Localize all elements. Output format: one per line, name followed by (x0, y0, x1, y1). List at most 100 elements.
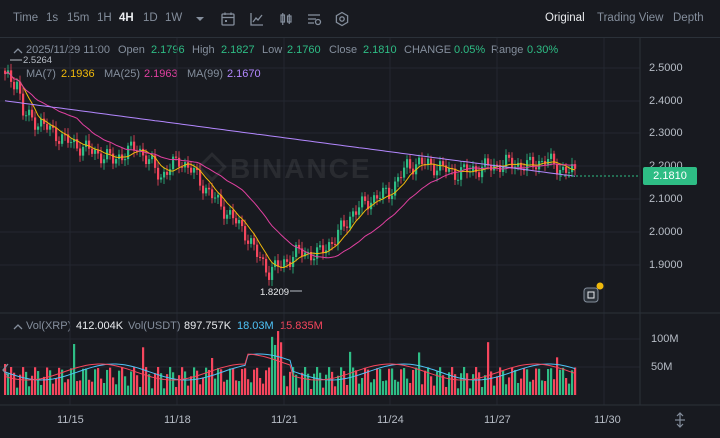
timeframe-time[interactable]: Time (13, 12, 39, 24)
view-trading-view[interactable]: Trading View (597, 12, 664, 24)
candle-body (343, 220, 346, 227)
candle-body (541, 160, 544, 162)
high-label: High (192, 44, 215, 56)
candle-body (262, 257, 265, 259)
volume-bar (517, 382, 520, 395)
volume-bar (253, 369, 256, 395)
timeframe-1h[interactable]: 1H (97, 12, 112, 24)
candle-body (277, 260, 280, 267)
volume-bar (475, 367, 478, 395)
volume-bar (142, 347, 145, 395)
price-axis-label: 2.3000 (649, 127, 683, 139)
alert-icon (583, 282, 604, 303)
volume-bar (31, 375, 34, 395)
moving-averages (4, 71, 576, 381)
volume-bar (106, 369, 109, 395)
volume-bar (289, 371, 292, 395)
collapse-volume-icon[interactable] (13, 323, 23, 331)
candle-body (145, 155, 148, 165)
candle-body (91, 148, 94, 154)
volume-bar (208, 369, 211, 395)
ma7-value: 2.1936 (61, 68, 95, 80)
ma25-line (4, 71, 576, 259)
candle-body (70, 142, 73, 144)
volume-bar (103, 382, 106, 395)
date-axis-label: 11/30 (594, 414, 621, 426)
candle-body (430, 158, 433, 165)
view-depth[interactable]: Depth (673, 12, 704, 24)
volume-bar (307, 373, 310, 395)
timeframe-1d[interactable]: 1D (143, 12, 158, 24)
candle-body (445, 165, 448, 172)
volume-bar (160, 373, 163, 395)
candle-body (316, 247, 319, 259)
candle-body (154, 155, 157, 168)
timeframe-4h[interactable]: 4H (119, 12, 134, 24)
open-value: 2.1796 (151, 44, 185, 56)
volume-bar (502, 370, 505, 395)
volume-bar (61, 369, 64, 395)
candle-body (556, 164, 559, 175)
volume-bar (34, 367, 37, 395)
candle-body (247, 240, 250, 244)
candle-body (433, 164, 436, 176)
calendar-icon[interactable] (220, 11, 236, 27)
candle-body (283, 259, 286, 267)
volume-bar (457, 388, 460, 395)
volume-bar (286, 386, 289, 395)
volume-info: Vol(XRP) 412.004K Vol(USDT) 897.757K 18.… (0, 320, 660, 336)
volume-bar (409, 382, 412, 395)
collapse-icon[interactable] (13, 47, 23, 55)
candle-body (508, 154, 511, 158)
view-original[interactable]: Original (545, 12, 585, 24)
ma99-line (4, 100, 576, 177)
candle-body (274, 260, 277, 267)
candle-body (475, 166, 478, 173)
volume-bar (280, 342, 283, 395)
volume-bar (361, 377, 364, 395)
volume-bar (508, 377, 511, 395)
volume-bar (391, 368, 394, 395)
candles-icon[interactable] (278, 11, 294, 27)
settings-icon[interactable] (334, 11, 350, 27)
volume-bar (145, 367, 148, 395)
chevron-down-icon[interactable] (192, 11, 208, 27)
vol-usdt-label: Vol(USDT) (128, 320, 181, 332)
candle-body (226, 214, 229, 219)
timeframe-1s[interactable]: 1s (46, 12, 59, 24)
candle-body (349, 216, 352, 228)
candle-body (250, 238, 253, 244)
candle-body (550, 153, 553, 159)
candle-body (400, 177, 403, 179)
ma-info: MA(7) 2.1936 MA(25) 2.1963 MA(99) 2.1670 (0, 68, 660, 84)
volume-ma1-line (4, 353, 576, 381)
candle-body (139, 148, 142, 152)
candle-body (211, 189, 214, 199)
candle-body (367, 200, 370, 210)
line-chart-icon[interactable] (249, 11, 265, 27)
volume-bar (412, 369, 415, 395)
timeframe-1w[interactable]: 1W (165, 12, 183, 24)
candle-body (130, 141, 133, 146)
vol-ma2-value: 15.835M (280, 320, 323, 332)
volume-bar (427, 367, 430, 395)
volume-bar (325, 374, 328, 395)
timeframe-15m[interactable]: 15m (67, 12, 90, 24)
volume-bar (181, 367, 184, 395)
candle-body (259, 256, 262, 258)
candle-body (115, 159, 118, 164)
volume-bar (550, 368, 553, 395)
candle-body (487, 158, 490, 166)
candle-body (109, 149, 112, 154)
ma7-label: MA(7) (26, 68, 56, 80)
volume-bar (121, 367, 124, 395)
candle-body (412, 168, 415, 175)
indicators-icon[interactable] (306, 11, 322, 27)
candle-body (409, 159, 412, 169)
candle-body (574, 164, 577, 169)
close-value: 2.1810 (363, 44, 397, 56)
candle-body (238, 220, 241, 224)
volume-bar (241, 369, 244, 395)
volume-bar (493, 385, 496, 395)
